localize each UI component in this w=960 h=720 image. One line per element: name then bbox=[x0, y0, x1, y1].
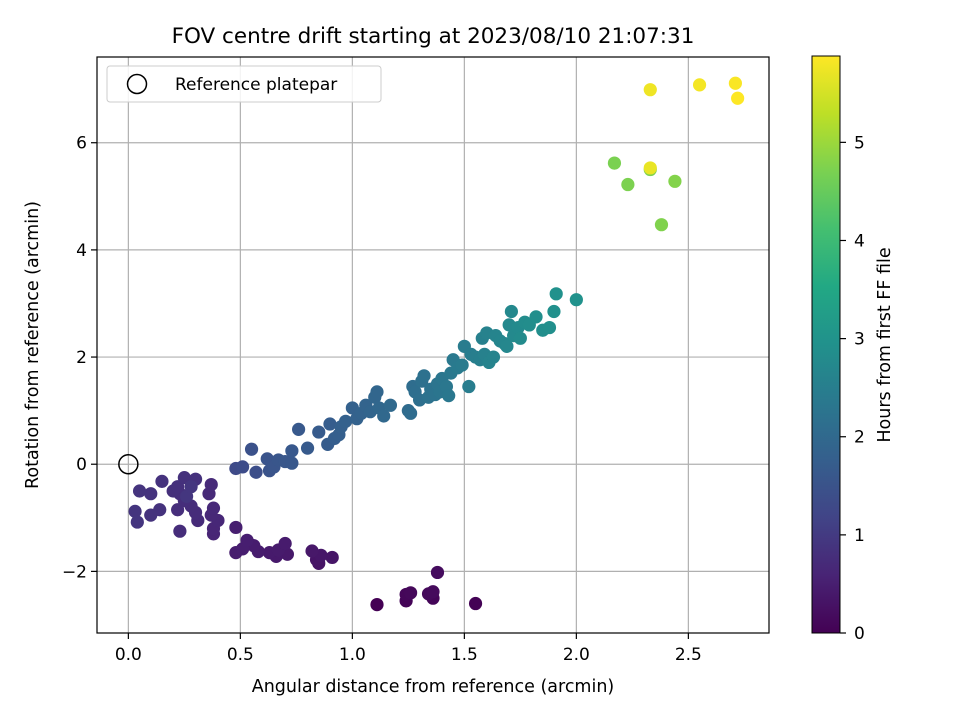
data-point bbox=[229, 520, 243, 535]
data-point bbox=[173, 524, 187, 538]
data-points bbox=[128, 76, 745, 612]
data-point bbox=[128, 504, 142, 518]
data-point bbox=[486, 350, 501, 364]
data-point bbox=[144, 487, 158, 501]
x-tick-label: 0.5 bbox=[227, 645, 254, 665]
data-point bbox=[130, 515, 144, 529]
y-tick-label: 6 bbox=[76, 134, 87, 154]
data-point bbox=[292, 422, 306, 436]
y-tick-label: 2 bbox=[76, 348, 87, 368]
data-point bbox=[547, 304, 561, 319]
data-point bbox=[339, 414, 353, 428]
data-point bbox=[377, 409, 391, 423]
colorbar-ticks: 0 1 2 3 4 5 bbox=[840, 133, 865, 644]
data-point bbox=[383, 398, 398, 412]
x-axis: 0.0 0.5 1.0 1.5 2.0 2.5 bbox=[115, 633, 702, 665]
colorbar-gradient bbox=[811, 55, 841, 634]
data-point bbox=[468, 596, 483, 611]
data-point bbox=[171, 503, 185, 517]
x-axis-label: Angular distance from reference (arcmin) bbox=[252, 677, 615, 697]
data-point bbox=[132, 484, 147, 498]
colorbar-tick-label: 3 bbox=[854, 330, 865, 350]
y-tick-label: −2 bbox=[62, 562, 87, 582]
data-point bbox=[731, 91, 745, 105]
data-point bbox=[155, 474, 169, 488]
legend: Reference platepar bbox=[106, 65, 382, 103]
x-tick-label: 1.0 bbox=[339, 645, 366, 665]
data-point bbox=[462, 379, 476, 394]
data-point bbox=[370, 385, 384, 399]
data-point bbox=[728, 76, 743, 90]
data-point bbox=[621, 177, 635, 192]
data-point bbox=[417, 369, 431, 383]
data-point bbox=[607, 156, 622, 170]
data-point bbox=[300, 441, 315, 455]
y-axis: −2 0 2 4 6 bbox=[62, 134, 97, 582]
data-point bbox=[323, 417, 337, 431]
y-axis-label: Rotation from reference (arcmin) bbox=[23, 201, 43, 489]
y-tick-label: 4 bbox=[76, 241, 87, 261]
data-point bbox=[312, 425, 326, 439]
colorbar: 0 1 2 3 4 5 Hours from first FF file bbox=[811, 55, 895, 644]
data-point bbox=[654, 218, 669, 232]
data-point bbox=[529, 310, 543, 324]
data-point bbox=[244, 442, 259, 456]
colorbar-tick-label: 2 bbox=[854, 428, 865, 448]
legend-box bbox=[106, 65, 382, 103]
data-point bbox=[442, 389, 456, 403]
legend-entry-label: Reference platepar bbox=[175, 75, 337, 95]
data-point bbox=[144, 508, 158, 522]
reference-marker-layer bbox=[118, 453, 139, 475]
data-point bbox=[171, 480, 185, 494]
x-tick-label: 2.5 bbox=[675, 645, 702, 665]
data-point bbox=[305, 544, 319, 558]
data-point bbox=[426, 585, 440, 599]
colorbar-tick-label: 5 bbox=[854, 133, 865, 153]
data-point bbox=[370, 598, 384, 612]
data-point bbox=[668, 174, 682, 188]
x-tick-label: 0.0 bbox=[115, 645, 142, 665]
plot-area-frame bbox=[96, 56, 770, 634]
y-tick-label: 0 bbox=[76, 455, 87, 475]
data-point bbox=[285, 444, 299, 458]
data-point bbox=[177, 471, 191, 485]
data-point bbox=[184, 480, 198, 494]
data-point bbox=[240, 533, 254, 547]
data-point bbox=[206, 501, 221, 515]
data-point bbox=[455, 358, 469, 372]
data-point bbox=[500, 339, 514, 353]
data-point bbox=[249, 465, 263, 479]
data-point bbox=[404, 406, 418, 420]
data-point bbox=[278, 536, 292, 551]
grid bbox=[97, 57, 769, 633]
data-point bbox=[549, 287, 563, 301]
data-point bbox=[542, 320, 557, 335]
data-point bbox=[513, 331, 527, 345]
data-point bbox=[643, 161, 657, 175]
colorbar-tick-label: 0 bbox=[854, 624, 865, 644]
colorbar-label: Hours from first FF file bbox=[875, 247, 895, 442]
data-point bbox=[204, 477, 218, 492]
data-point bbox=[643, 83, 657, 97]
data-point bbox=[404, 586, 418, 600]
reference-platepar-marker bbox=[118, 453, 139, 475]
data-point bbox=[285, 456, 299, 470]
colorbar-tick-label: 1 bbox=[854, 526, 865, 546]
data-point bbox=[692, 78, 707, 92]
chart-title: FOV centre drift starting at 2023/08/10 … bbox=[172, 24, 695, 49]
data-point bbox=[325, 550, 339, 565]
x-tick-label: 2.0 bbox=[563, 645, 590, 665]
data-point bbox=[236, 460, 250, 474]
data-point bbox=[430, 565, 445, 580]
legend-open-circle-icon bbox=[126, 73, 148, 95]
data-point bbox=[569, 293, 583, 307]
colorbar-tick-label: 4 bbox=[854, 231, 865, 251]
data-point bbox=[504, 304, 518, 319]
x-tick-label: 1.5 bbox=[451, 645, 478, 665]
